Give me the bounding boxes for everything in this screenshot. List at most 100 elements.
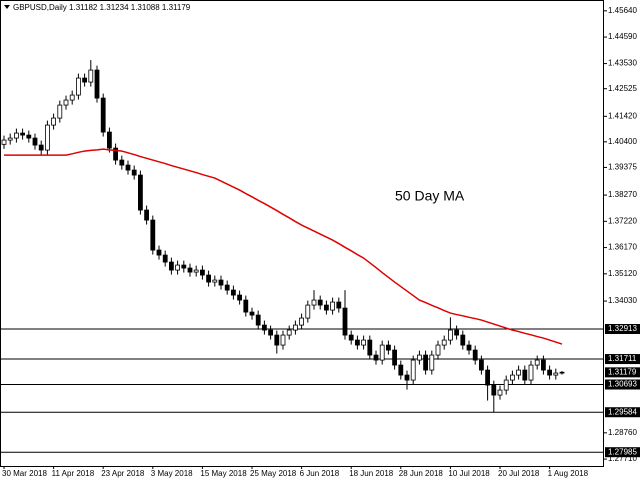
level-box [605, 354, 640, 365]
candle-body [199, 269, 205, 276]
candle-body [361, 339, 367, 346]
y-tick-label: 1.44590 [608, 32, 637, 41]
candle-body [100, 97, 106, 133]
candle-body [503, 379, 509, 391]
candle-body [45, 124, 50, 151]
y-tick-label: 1.40400 [608, 137, 637, 146]
candle-body [323, 304, 329, 311]
candle-body [1, 139, 7, 145]
y-tick-label: 1.41420 [608, 111, 637, 120]
level-label: 1.30693 [608, 380, 637, 389]
candle-body [119, 159, 125, 166]
candle-body [137, 174, 143, 211]
x-tick-label: 23 Apr 2018 [101, 469, 145, 478]
annotation: 50 Day MA [395, 188, 465, 204]
x-tick-label: 11 Apr 2018 [52, 469, 95, 478]
x-tick-label: 28 Jun 2018 [399, 469, 444, 478]
x-tick-label: 6 Jun 2018 [300, 469, 340, 478]
candle-body [541, 359, 546, 371]
candle-body [317, 299, 323, 306]
candle-body [447, 329, 453, 341]
candle-body [509, 374, 515, 381]
candle-body [261, 324, 267, 331]
candle-body [410, 359, 416, 381]
candle-body [237, 294, 243, 301]
candle-body [94, 69, 100, 99]
level-label: 1.29584 [608, 407, 637, 416]
chart-title: GBPUSD,Daily [13, 3, 67, 12]
candle-body [125, 164, 131, 171]
candle-body [528, 364, 534, 381]
candle-body [423, 354, 429, 371]
candle-body [559, 371, 565, 374]
candle-body [454, 329, 460, 336]
candle-body [57, 104, 63, 119]
x-tick-label: 15 May 2018 [200, 469, 247, 478]
candle-body [497, 389, 503, 396]
candle-body [299, 317, 305, 326]
candle-body [404, 374, 410, 381]
candle-body [398, 364, 404, 376]
candle-body [113, 147, 118, 161]
candle-body [218, 279, 224, 286]
candle-body [156, 249, 162, 256]
candle-body [274, 334, 280, 346]
header-icon [4, 5, 10, 9]
candle-body [472, 349, 478, 361]
candle-body [181, 264, 187, 269]
candle-body [20, 132, 26, 136]
candle-body [373, 354, 379, 361]
candle-body [460, 334, 466, 346]
level-label: 1.32913 [608, 324, 637, 333]
candle-body [392, 349, 398, 366]
y-tick-label: 1.42525 [608, 84, 637, 93]
x-tick-label: 3 May 2018 [151, 469, 193, 478]
candle-body [553, 372, 559, 376]
level-label: 1.27985 [608, 447, 637, 456]
last-high: 1.31234 [100, 3, 129, 12]
candle-body [354, 339, 360, 346]
y-tick-label: 1.35120 [608, 269, 637, 278]
candle-body [348, 334, 354, 341]
candle-body [7, 137, 13, 141]
candle-body [212, 279, 218, 283]
candle-body [88, 69, 94, 83]
candle-body [193, 269, 199, 273]
candle-body [416, 354, 422, 361]
last-open: 1.31182 [69, 3, 98, 12]
candle-body [206, 274, 212, 283]
y-tick-label: 1.45640 [608, 6, 637, 15]
x-tick-label: 10 Jul 2018 [448, 469, 490, 478]
candle-body [491, 384, 497, 396]
candle-body [82, 77, 87, 83]
candle-body [32, 137, 38, 146]
y-tick-label: 1.37220 [608, 216, 637, 225]
candle-body [243, 299, 249, 313]
candle-body [63, 99, 69, 106]
candle-body [230, 289, 236, 296]
y-tick-label: 1.39375 [608, 163, 637, 172]
level-box [605, 447, 640, 458]
y-tick-label: 1.43530 [608, 59, 637, 68]
candle-body [38, 144, 44, 151]
candle-body [76, 77, 81, 96]
candle-body [187, 267, 193, 273]
candle-body [485, 369, 491, 386]
last-close: 1.31179 [162, 3, 191, 12]
plot: 1.45640 1.44590 1.43530 1.42525 1.41420 1.404… [0, 6, 640, 478]
candle-body [441, 339, 447, 346]
candle-body [162, 254, 168, 263]
candle-body [367, 339, 373, 356]
candle-body [292, 324, 298, 331]
candle-body [69, 94, 75, 101]
candle-body [144, 209, 150, 221]
level-label: 1.31711 [608, 354, 637, 363]
candle-body [249, 311, 255, 316]
y-tick-label: 1.28760 [608, 428, 637, 437]
candle-body [547, 369, 552, 376]
current-price-box [605, 367, 640, 378]
candle-body [268, 329, 274, 336]
chart-header: GBPUSD,Daily 1.31182 1.31234 1.31088 1.3… [13, 3, 191, 12]
